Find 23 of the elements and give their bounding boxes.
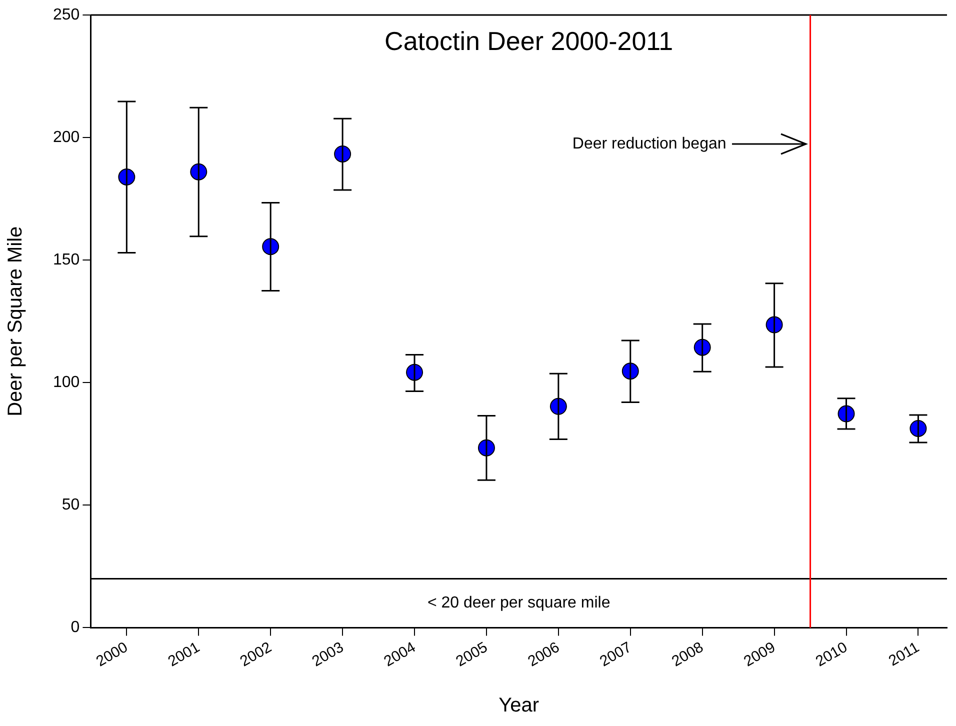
x-tick-label: 2011	[886, 638, 922, 670]
y-tick-label: 200	[52, 128, 80, 146]
x-tick-label: 2008	[669, 638, 706, 670]
x-axis-title: Year	[498, 694, 540, 717]
y-tick-label: 100	[52, 374, 80, 392]
x-tick-label: 2001	[165, 638, 203, 670]
x-tick-label: 2010	[812, 638, 850, 670]
x-tick-label: 2005	[453, 638, 491, 670]
x-tick-label: 2002	[237, 638, 275, 670]
x-tick-label: 2004	[381, 638, 419, 670]
x-tick-label: 2007	[597, 638, 634, 670]
x-tick-label: 2000	[93, 638, 131, 670]
y-axis-title: Deer per Square Mile	[4, 226, 27, 416]
y-tick-label: 50	[62, 496, 80, 514]
y-tick-label: 250	[52, 6, 80, 24]
x-tick-label: 2009	[740, 638, 778, 670]
ref-line-label: Deer reduction began	[572, 135, 726, 152]
text: Catoctin Deer 2000-2011	[384, 26, 674, 56]
x-tick-label: 2003	[309, 638, 347, 670]
y-tick-label: 0	[70, 619, 80, 636]
ref-line-label: < 20 deer per square mile	[427, 594, 610, 612]
y-tick-label: 150	[52, 251, 80, 268]
x-tick-label: 2006	[525, 638, 562, 670]
